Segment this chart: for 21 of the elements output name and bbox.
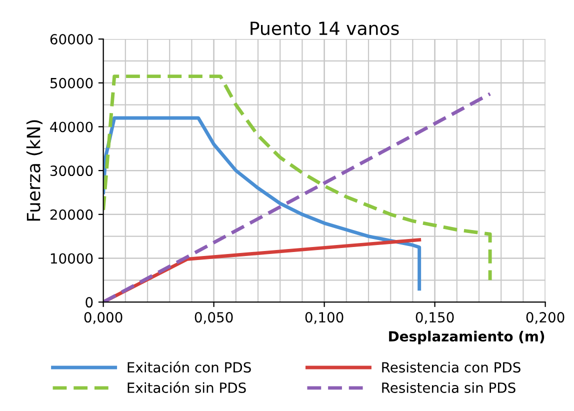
y-tick-label: 40000 xyxy=(50,122,93,132)
line-series xyxy=(103,74,492,282)
x-tick-label: 0,150 xyxy=(416,312,454,324)
legend-label: Resistencia con PDS xyxy=(382,362,520,373)
x-tick-label: 0,200 xyxy=(526,312,564,324)
x-axis-title: Desplazamiento (m) xyxy=(389,330,544,344)
x-tick-label: 0,000 xyxy=(84,312,122,324)
y-tick-label: 30000 xyxy=(50,166,93,176)
y-axis-title: Fuerza (kN) xyxy=(26,120,42,221)
y-tick-label: 20000 xyxy=(50,209,93,220)
legend-label: Exitación con PDS xyxy=(128,361,251,373)
x-tick-label: 0,100 xyxy=(305,312,344,324)
legend-label: Resistencia sin PDS xyxy=(382,382,516,393)
chart-title: Puento 14 vanos xyxy=(250,22,399,36)
line-series xyxy=(103,116,422,291)
y-tick-label: 50000 xyxy=(50,78,93,88)
y-tick-label: 0 xyxy=(86,297,93,308)
y-tick-label: 60000 xyxy=(50,34,93,45)
y-tick-label: 10000 xyxy=(50,253,93,264)
x-tick-label: 0,050 xyxy=(194,312,233,324)
legend-label: Exitación sin PDS xyxy=(128,382,246,393)
